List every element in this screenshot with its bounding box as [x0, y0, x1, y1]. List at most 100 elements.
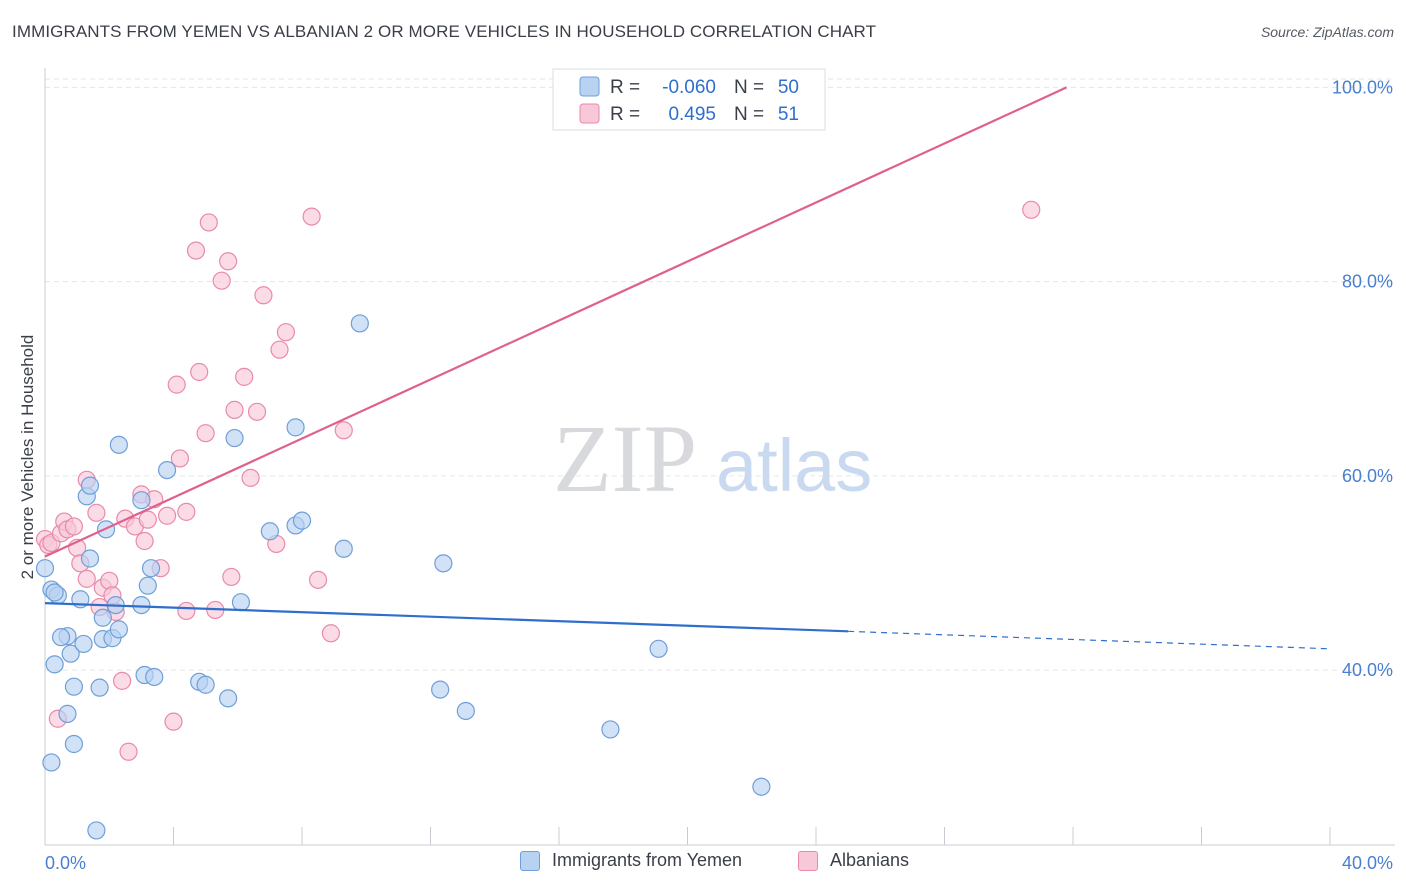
- albanians-point: [177, 502, 196, 521]
- legend-bottom: Immigrants from Yemen Albanians: [0, 850, 1406, 878]
- x-tick-label-end: 40.0%: [1342, 853, 1393, 873]
- albanians-point: [167, 375, 186, 394]
- albanians-trend-line: [44, 86, 1068, 558]
- albanians-point: [186, 241, 206, 260]
- albanians-point: [235, 367, 254, 386]
- yemen-point: [649, 639, 668, 658]
- albanians-point: [190, 362, 209, 382]
- albanians-point: [157, 506, 177, 525]
- legend-top-r-value-blue: -0.060: [662, 77, 716, 98]
- yemen-point: [80, 549, 100, 568]
- watermark-atlas: atlas: [716, 424, 872, 507]
- yemen-point: [93, 608, 112, 627]
- albanians-point: [254, 286, 273, 305]
- albanians-point: [270, 340, 289, 359]
- chart-title: IMMIGRANTS FROM YEMEN VS ALBANIAN 2 OR M…: [12, 22, 877, 41]
- yemen-trend-line: [44, 602, 849, 633]
- yemen-point: [45, 583, 64, 602]
- albanians-point: [321, 624, 341, 643]
- albanians-points: [35, 200, 1041, 761]
- yemen-point: [231, 593, 251, 612]
- legend-top-n-label-blue: N =: [734, 77, 764, 98]
- yemen-point: [434, 554, 453, 573]
- yemen-point: [45, 655, 64, 674]
- yemen-point: [35, 559, 55, 578]
- albanians-point: [219, 252, 238, 271]
- yemen-point: [42, 753, 61, 772]
- albanians-point: [196, 424, 215, 443]
- yemen-point: [90, 678, 109, 697]
- watermark-zip: ZIP: [553, 405, 697, 512]
- yemen-point: [132, 491, 151, 510]
- albanians-point: [164, 712, 183, 731]
- albanians-point: [135, 531, 154, 551]
- legend-top-r-label-blue: R =: [610, 77, 640, 98]
- legend-item-yemen[interactable]: Immigrants from Yemen: [520, 850, 742, 871]
- yemen-points: [35, 314, 771, 840]
- legend-top-n-label-pink: N =: [734, 104, 764, 125]
- albanians-point: [112, 671, 132, 690]
- albanians-point: [225, 400, 244, 419]
- legend-item-albanians[interactable]: Albanians: [798, 850, 909, 871]
- legend-label-yemen: Immigrants from Yemen: [552, 850, 743, 870]
- albanians-point: [334, 421, 353, 440]
- yemen-point: [51, 628, 71, 647]
- albanians-point: [138, 510, 157, 529]
- yemen-point: [109, 435, 128, 454]
- yemen-point: [74, 634, 93, 654]
- yemen-point: [64, 677, 84, 696]
- legend-swatch-yemen: [520, 850, 540, 871]
- albanians-point: [241, 468, 260, 487]
- albanians-point: [170, 449, 190, 468]
- yemen-point: [260, 522, 279, 541]
- legend-top-swatch-pink: [579, 103, 600, 124]
- yemen-point: [752, 777, 771, 796]
- watermark: ZIP atlas: [553, 405, 872, 512]
- albanians-point: [77, 569, 96, 588]
- tick-labels: 40.0% 60.0% 80.0% 100.0% 0.0% 40.0%: [45, 77, 1393, 873]
- albanians-point: [64, 517, 84, 536]
- legend-top-n-value-pink: 51: [778, 104, 799, 125]
- albanians-point: [199, 213, 218, 232]
- yemen-point: [219, 689, 238, 708]
- albanians-point: [119, 742, 138, 761]
- source-label: Source: ZipAtlas.com: [1260, 24, 1394, 40]
- legend-top-r-value-pink: 0.495: [668, 104, 716, 125]
- yemen-point: [292, 511, 312, 530]
- yemen-point: [64, 734, 84, 754]
- yemen-point: [138, 576, 157, 595]
- yemen-point: [431, 680, 450, 699]
- albanians-point: [276, 323, 296, 342]
- yemen-point: [87, 821, 106, 840]
- legend-top-swatch-blue: [579, 76, 600, 97]
- albanians-point: [177, 601, 196, 621]
- y-axis-title: 2 or more Vehicles in Household: [18, 334, 37, 580]
- y-tick-label: 80.0%: [1342, 272, 1393, 292]
- yemen-point: [80, 476, 100, 495]
- axes: [44, 68, 1395, 846]
- yemen-point: [286, 418, 305, 437]
- albanians-point: [1022, 200, 1041, 219]
- yemen-point: [350, 314, 369, 333]
- yemen-point: [225, 428, 244, 448]
- yemen-point: [157, 460, 177, 480]
- yemen-point: [61, 644, 80, 663]
- albanians-point: [302, 207, 321, 226]
- legend-top: R = -0.060 N = 50 R = 0.495 N = 51: [552, 68, 826, 131]
- albanians-point: [308, 570, 328, 589]
- albanians-point: [87, 503, 106, 522]
- yemen-point: [109, 620, 128, 639]
- yemen-point: [132, 596, 151, 615]
- legend-swatch-albanians: [798, 850, 818, 871]
- yemen-point: [601, 720, 620, 739]
- yemen-point: [456, 701, 475, 721]
- x-tick-label-start: 0.0%: [45, 853, 86, 873]
- y-tick-label: 40.0%: [1342, 660, 1393, 680]
- yemen-point: [145, 667, 164, 687]
- y-tick-label: 60.0%: [1342, 466, 1393, 486]
- legend-label-albanians: Albanians: [830, 850, 910, 870]
- trend-lines: [44, 86, 1331, 650]
- yemen-trend-extension: [848, 630, 1331, 650]
- albanians-point: [247, 402, 267, 421]
- y-tick-label: 100.0%: [1332, 77, 1393, 97]
